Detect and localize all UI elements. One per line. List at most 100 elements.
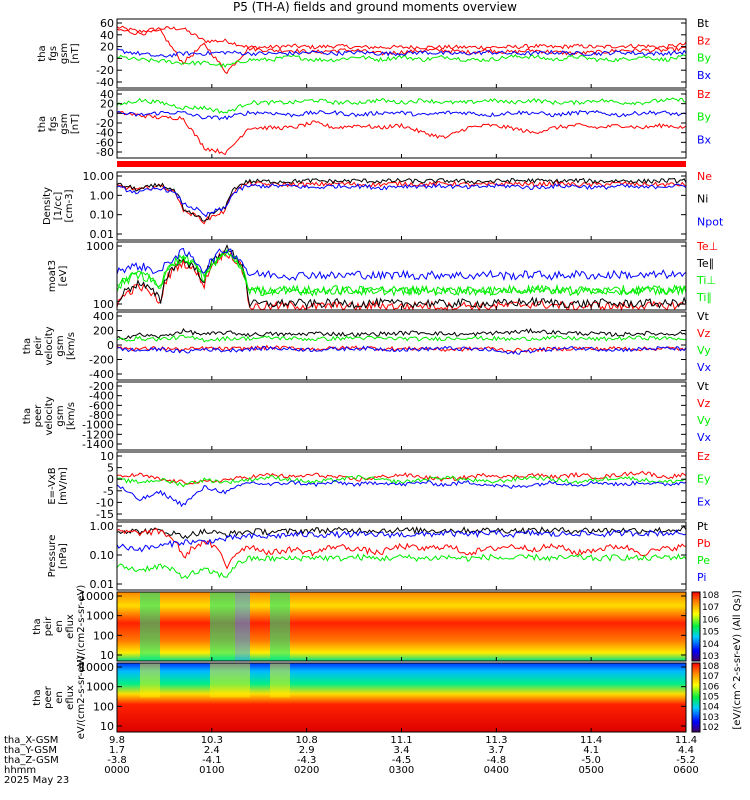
series-line-pressure-1	[116, 528, 687, 570]
y-tick-label: 0.01	[90, 228, 115, 241]
x-axis-value: 11.1	[390, 735, 412, 746]
legend-entry: Vz	[697, 397, 711, 410]
y-axis-label: gsm	[55, 405, 66, 426]
y-tick-label: 5	[107, 462, 114, 475]
x-axis-value: 0200	[294, 765, 319, 776]
y-tick-label: -20	[96, 64, 114, 77]
y-axis-label: [nPa]	[58, 543, 69, 569]
x-axis-value: 1.7	[109, 745, 125, 756]
y-axis-label: tha	[32, 689, 43, 705]
electron-spectrogram-feature	[270, 663, 290, 698]
y-tick-label: -800	[89, 409, 114, 422]
electron-spectrogram-feature	[210, 663, 235, 698]
y-tick-label: 40	[100, 88, 114, 101]
y-axis-label: Pressure	[47, 535, 58, 578]
x-axis-value: 9.8	[109, 735, 125, 746]
electron-spectrogram-feature	[235, 663, 250, 698]
y-tick-label: -1000	[82, 419, 114, 432]
legend-entry: Pb	[697, 537, 711, 550]
series-line-fgs_gsm_bottom-2	[116, 110, 687, 121]
y-tick-label: 1000	[86, 610, 114, 623]
y-tick-label: 1.00	[90, 189, 115, 202]
colorbar	[691, 662, 701, 733]
series-line-fgs_gsm_top-2	[116, 54, 687, 68]
y-axis-label: eflux	[65, 685, 76, 710]
y-axis-label: [nT]	[70, 114, 81, 134]
series-line-efield-1	[116, 474, 687, 488]
legend-entry: Vy	[697, 414, 711, 427]
x-axis-value: 0300	[389, 765, 414, 776]
x-axis-value: -4.3	[297, 755, 317, 766]
y-tick-label: -40	[96, 76, 114, 89]
x-axis-value: 0500	[578, 765, 603, 776]
ion-spectrogram-feature	[235, 592, 250, 661]
y-axis-label: [km/s	[66, 332, 77, 360]
legend-entry: Ni	[697, 193, 708, 206]
y-axis-label: peir	[33, 335, 44, 355]
y-tick-label: 200	[93, 325, 114, 338]
y-tick-label: -400	[89, 368, 114, 381]
y-axis-label: [cm-3]	[64, 189, 75, 222]
y-tick-label: 10	[100, 450, 114, 463]
colorbar	[691, 591, 701, 662]
x-axis-value: -4.1	[202, 755, 222, 766]
y-tick-label: -20	[96, 117, 114, 130]
y-tick-label: -600	[89, 399, 114, 412]
colorbar-tick-label: 105	[702, 628, 719, 638]
ion-spectrogram-feature	[140, 592, 160, 661]
legend-entry: Ti⊥	[696, 274, 716, 287]
series-line-moat3-3	[116, 250, 687, 297]
y-axis-label: moat3	[47, 260, 58, 292]
legend-entry: Bx	[697, 133, 712, 146]
y-axis-label: en	[54, 691, 65, 704]
x-axis-value: -4.5	[392, 755, 412, 766]
y-tick-label: 20	[100, 98, 114, 111]
series-line-peir_velocity-2	[116, 334, 687, 343]
legend-entry: Bz	[697, 88, 711, 101]
y-axis-label: tha	[37, 45, 48, 61]
y-axis-label: E=-VxB	[47, 467, 58, 504]
colorbar-tick-label: 107	[702, 672, 719, 682]
y-axis-label: gsm	[55, 335, 66, 356]
y-tick-label: 10000	[79, 590, 114, 603]
series-line-efield-2	[116, 479, 687, 508]
y-tick-label: 20	[100, 41, 114, 54]
y-tick-label: 0	[107, 107, 114, 120]
ion-spectrogram-feature	[210, 592, 235, 661]
y-tick-label: -40	[96, 127, 114, 140]
y-tick-label: 60	[100, 17, 114, 30]
chart-title: P5 (TH-A) fields and ground moments over…	[233, 0, 517, 14]
y-tick-label: 100	[93, 629, 114, 642]
legend-entry: Ez	[697, 450, 710, 463]
legend-entry: Te⊥	[696, 240, 718, 253]
electron-spectrogram-feature	[140, 663, 160, 698]
x-axis-value: 10.3	[201, 735, 223, 746]
y-tick-label: 1000	[86, 240, 114, 253]
x-axis-value: 11.3	[485, 735, 507, 746]
y-axis-label: en	[54, 620, 65, 633]
x-axis-value: 0600	[673, 765, 698, 776]
colorbar-tick-label: 108	[702, 662, 719, 672]
y-tick-label: 10.00	[83, 170, 115, 183]
colorbar-tick-label: 105	[702, 693, 719, 703]
y-axis-label: tha	[32, 618, 43, 634]
y-axis-label: tha	[22, 338, 33, 354]
x-axis-value: 10.8	[296, 735, 318, 746]
series-line-fgs_gsm_bottom-1	[116, 97, 687, 114]
x-axis-value: 3.7	[488, 745, 504, 756]
y-tick-label: -400	[89, 390, 114, 403]
legend-entry: Vx	[697, 431, 712, 444]
legend-entry: Pi	[697, 571, 706, 584]
x-axis-row-label: hhmm	[4, 765, 36, 776]
legend-entry: Bt	[697, 17, 710, 30]
x-axis-date: 2025 May 23	[4, 775, 69, 786]
x-axis-value: -5.2	[676, 755, 696, 766]
legend-entry: Ti∥	[696, 291, 712, 304]
y-axis-label: peer	[33, 404, 44, 428]
legend-entry: Ex	[697, 495, 711, 508]
colorbar-tick-label: 104	[702, 703, 719, 713]
x-axis-value: 3.4	[394, 745, 410, 756]
legend-entry: Ne	[697, 170, 712, 183]
y-tick-label: 400	[93, 310, 114, 323]
